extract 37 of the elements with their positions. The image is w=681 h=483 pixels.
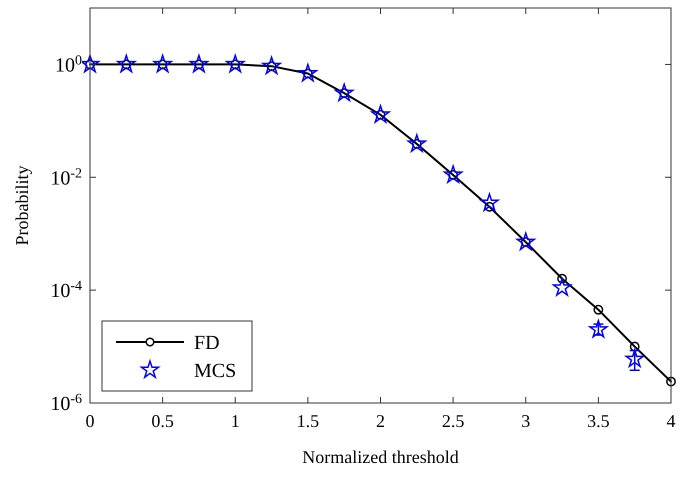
x-tick-label: 3.5 bbox=[587, 411, 610, 431]
x-tick-label: 4 bbox=[666, 411, 676, 431]
legend-label: FD bbox=[194, 332, 220, 354]
x-tick-label: 1 bbox=[230, 411, 240, 431]
point bbox=[557, 274, 567, 284]
point bbox=[593, 304, 604, 315]
y-tick-label: 10$^{-4}$ bbox=[50, 278, 82, 302]
point bbox=[334, 83, 354, 102]
legend-label: MCS bbox=[194, 360, 236, 382]
y-tick-label: 10$^{-6}$ bbox=[50, 392, 82, 415]
point bbox=[408, 134, 426, 152]
point bbox=[552, 278, 572, 296]
y-axis-title: Probability bbox=[12, 166, 32, 246]
point bbox=[371, 105, 390, 123]
point bbox=[262, 56, 281, 74]
point bbox=[82, 54, 100, 72]
point bbox=[589, 320, 608, 338]
x-tick-label: 3 bbox=[521, 411, 530, 431]
point bbox=[630, 342, 640, 352]
x-tick-label: 2.5 bbox=[442, 411, 464, 431]
point bbox=[153, 54, 172, 72]
x-tick-label: 2 bbox=[376, 411, 385, 431]
point bbox=[117, 54, 136, 72]
point bbox=[480, 193, 499, 212]
point bbox=[226, 54, 245, 72]
y-tick-label: 10$^{-2}$ bbox=[50, 166, 82, 190]
point bbox=[298, 64, 318, 82]
x-tick-label: 0 bbox=[86, 411, 94, 431]
x-axis-title: Normalized threshold bbox=[302, 447, 459, 467]
x-tick-label: 1.5 bbox=[296, 411, 320, 431]
point bbox=[625, 349, 644, 368]
point bbox=[190, 54, 208, 72]
point bbox=[444, 165, 462, 183]
y-tick-label: 10$^{0}$ bbox=[55, 52, 82, 76]
point bbox=[666, 376, 676, 386]
x-tick-label: 0.5 bbox=[151, 411, 174, 431]
point bbox=[516, 232, 536, 250]
